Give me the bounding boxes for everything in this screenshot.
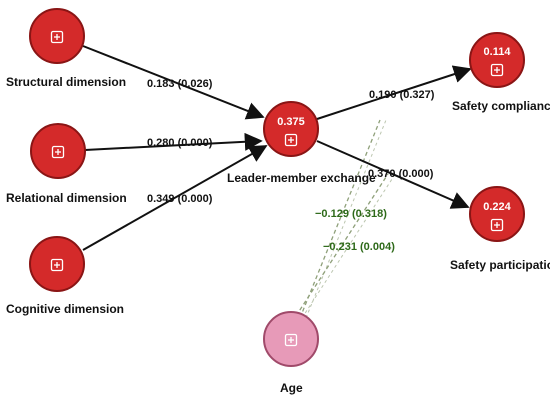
node-label-cognitive: Cognitive dimension	[6, 302, 124, 316]
path-coef-lmx-compliance: 0.190 (0.327)	[369, 89, 435, 101]
node-label-relational: Relational dimension	[6, 191, 127, 205]
moderation-line-participation	[295, 173, 389, 317]
path-coef-age-compliance: −0.129 (0.318)	[315, 208, 387, 220]
moderation-lines	[295, 119, 395, 319]
node-label-participation: Safety participation	[450, 258, 550, 272]
path-coef-cognitive-lmx: 0.349 (0.000)	[147, 193, 213, 205]
r2-lmx: 0.375	[277, 116, 305, 128]
path-coef-structural-lmx: 0.183 (0.026)	[147, 78, 213, 90]
node-label-lmx: Leader-member exchange	[227, 171, 376, 185]
path-coef-relational-lmx: 0.280 (0.000)	[147, 137, 213, 149]
path-coef-lmx-participation: 0.370 (0.000)	[368, 168, 434, 180]
node-cognitive-dimension[interactable]	[29, 236, 85, 292]
moderation-line-compliance	[299, 119, 381, 319]
structural-paths	[82, 45, 472, 251]
node-leader-member-exchange[interactable]: 0.375	[263, 101, 319, 157]
arrow-structural-lmx	[82, 45, 265, 120]
node-label-compliance: Safety compliance	[452, 99, 550, 113]
moderation-line-participation-2	[301, 175, 395, 319]
node-age[interactable]	[263, 311, 319, 367]
arrow-relational-lmx	[84, 132, 263, 151]
node-safety-compliance[interactable]: 0.114	[469, 32, 525, 88]
path-coef-age-participation: −0.231 (0.004)	[323, 241, 395, 253]
node-safety-participation[interactable]: 0.224	[469, 186, 525, 242]
node-relational-dimension[interactable]	[30, 123, 86, 179]
node-label-age: Age	[280, 381, 303, 395]
arrow-cognitive-lmx	[82, 145, 268, 251]
node-label-structural: Structural dimension	[6, 75, 126, 89]
r2-participation: 0.224	[483, 201, 511, 213]
r2-compliance: 0.114	[484, 46, 512, 58]
arrow-lmx-participation	[316, 140, 470, 209]
node-structural-dimension[interactable]	[29, 8, 85, 64]
arrow-lmx-compliance	[316, 65, 472, 120]
